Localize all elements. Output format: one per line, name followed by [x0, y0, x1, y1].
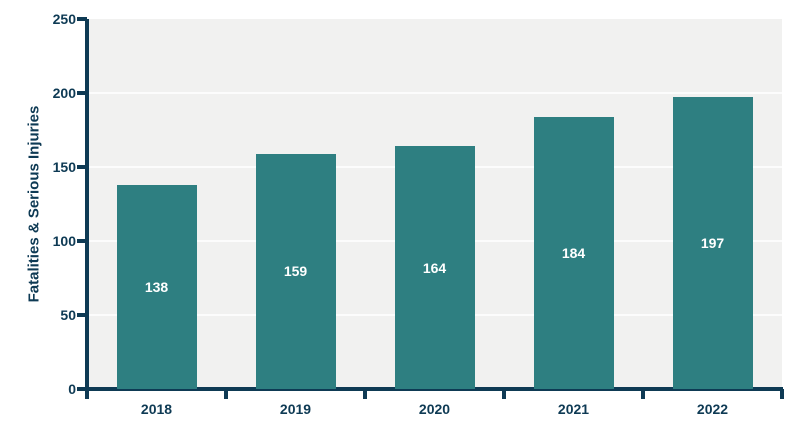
bar-value-label: 138: [144, 278, 169, 295]
x-tick-mark: [224, 389, 228, 399]
y-tick-mark: [77, 387, 87, 391]
y-tick-label: 250: [52, 11, 76, 27]
y-tick-mark: [77, 91, 87, 95]
y-tick-label: 50: [60, 307, 76, 323]
gridline: [87, 92, 782, 94]
y-tick-label: 150: [52, 159, 76, 175]
x-tick-mark: [641, 389, 645, 399]
y-axis-line: [85, 19, 89, 399]
y-tick-mark: [77, 313, 87, 317]
bar-value-label: 159: [283, 263, 308, 280]
y-tick-label: 100: [52, 233, 76, 249]
x-axis-line: [85, 387, 783, 391]
x-tick-label: 2019: [279, 401, 312, 417]
y-tick-label: 200: [52, 85, 76, 101]
bar-2018: [116, 184, 197, 389]
x-tick-mark: [502, 389, 506, 399]
y-tick-mark: [77, 239, 87, 243]
x-tick-label: 2018: [140, 401, 173, 417]
x-tick-mark: [85, 389, 89, 399]
bar-value-label: 164: [422, 259, 447, 276]
x-tick-label: 2020: [418, 401, 451, 417]
x-tick-mark: [363, 389, 367, 399]
y-tick-mark: [77, 165, 87, 169]
x-tick-mark: [780, 389, 784, 399]
x-tick-label: 2021: [557, 401, 590, 417]
y-tick-mark: [77, 17, 87, 21]
bar-value-label: 197: [700, 235, 725, 252]
x-tick-label: 2022: [696, 401, 729, 417]
bar-2020: [394, 146, 475, 389]
y-tick-label: 0: [68, 381, 76, 397]
bar-2019: [255, 153, 336, 389]
bar-2022: [672, 97, 753, 389]
bar-2021: [533, 116, 614, 389]
bar-value-label: 184: [561, 244, 586, 261]
y-axis-title: Fatalities & Serious Injuries: [25, 105, 43, 303]
